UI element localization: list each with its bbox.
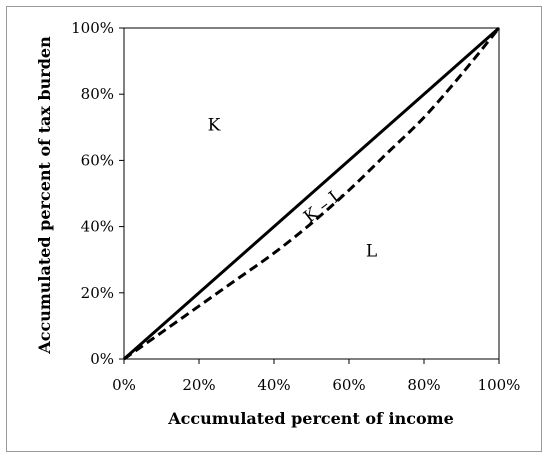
x-tick-label: 100% xyxy=(478,376,521,394)
annotation-label: K xyxy=(208,116,221,136)
y-tick-label: 40% xyxy=(81,218,114,236)
annotation-label: K – L xyxy=(300,185,346,227)
x-axis-label: Accumulated percent of income xyxy=(167,409,454,428)
y-axis-ticks: 0% 20% 40% 60% 80% 100% xyxy=(71,19,124,368)
y-tick-label: 80% xyxy=(81,85,114,103)
y-tick-label: 20% xyxy=(81,284,114,302)
x-tick-label: 80% xyxy=(407,376,440,394)
y-tick-label: 60% xyxy=(81,151,114,169)
x-tick-label: 60% xyxy=(332,376,365,394)
x-tick-label: 40% xyxy=(257,376,290,394)
annotation-label: L xyxy=(366,241,377,261)
y-tick-label: 100% xyxy=(71,19,114,37)
x-tick-label: 0% xyxy=(112,376,136,394)
series-layer xyxy=(123,26,501,361)
x-axis-ticks: 0% 20% 40% 60% 80% 100% xyxy=(112,359,520,394)
x-tick-label: 20% xyxy=(182,376,215,394)
chart-frame xyxy=(6,6,542,452)
plot-border xyxy=(123,27,500,360)
y-tick-label: 0% xyxy=(90,350,114,368)
solid-line-series xyxy=(123,26,500,361)
y-axis-label: Accumulated percent of tax burden xyxy=(35,36,54,355)
dashed-curve-series xyxy=(123,27,501,361)
plot-area xyxy=(123,27,500,360)
